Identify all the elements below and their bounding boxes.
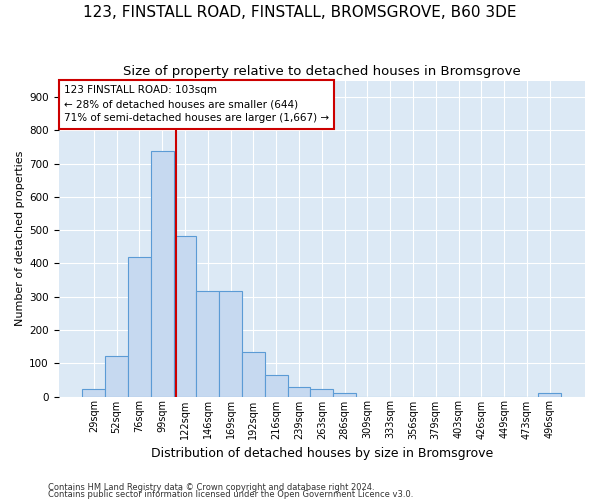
Bar [128,257,151,396]
Bar [82,389,105,396]
Bar [151,151,173,396]
Bar [196,291,219,397]
Bar [242,352,265,397]
Text: Contains HM Land Registry data © Crown copyright and database right 2024.: Contains HM Land Registry data © Crown c… [48,484,374,492]
Text: 123 FINSTALL ROAD: 103sqm
← 28% of detached houses are smaller (644)
71% of semi: 123 FINSTALL ROAD: 103sqm ← 28% of detac… [64,86,329,124]
Bar [105,356,128,397]
Text: 123, FINSTALL ROAD, FINSTALL, BROMSGROVE, B60 3DE: 123, FINSTALL ROAD, FINSTALL, BROMSGROVE… [83,5,517,20]
Bar [333,393,356,396]
Bar [219,291,242,397]
Bar [310,389,333,396]
Bar [265,375,287,396]
Bar [538,393,561,396]
Title: Size of property relative to detached houses in Bromsgrove: Size of property relative to detached ho… [123,65,521,78]
Bar [287,386,310,396]
Text: Contains public sector information licensed under the Open Government Licence v3: Contains public sector information licen… [48,490,413,499]
Y-axis label: Number of detached properties: Number of detached properties [15,151,25,326]
Bar [173,236,196,396]
X-axis label: Distribution of detached houses by size in Bromsgrove: Distribution of detached houses by size … [151,447,493,460]
